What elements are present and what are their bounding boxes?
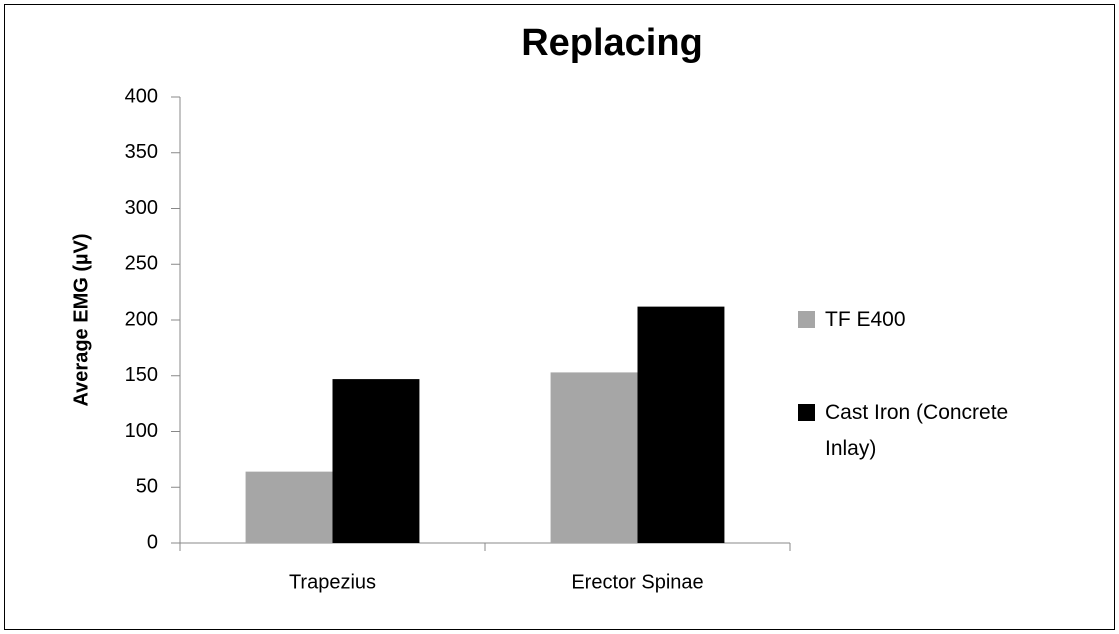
- bar: [245, 471, 333, 543]
- frame: [4, 4, 1115, 630]
- x-tick-label: Erector Spinae: [571, 571, 703, 593]
- legend-item: TF E400: [798, 302, 1025, 338]
- bar: [332, 379, 420, 543]
- y-tick-label: 0: [147, 531, 158, 553]
- legend-swatch: [798, 404, 815, 421]
- y-tick-label: 100: [125, 420, 158, 442]
- y-tick-label: 200: [125, 308, 158, 330]
- y-axis-label: Average EMG (µV): [70, 233, 92, 406]
- x-tick-label: Trapezius: [289, 571, 376, 593]
- y-tick-label: 50: [136, 476, 158, 498]
- y-tick-label: 150: [125, 364, 158, 386]
- legend-swatch: [798, 311, 815, 328]
- y-tick-label: 350: [125, 141, 158, 163]
- legend-label: TF E400: [825, 308, 906, 331]
- y-tick-label: 400: [125, 85, 158, 107]
- y-tick-label: 250: [125, 253, 158, 275]
- y-tick-label: 300: [125, 197, 158, 219]
- bar: [550, 372, 638, 543]
- bar: [637, 306, 725, 543]
- chart-title: Replacing: [521, 22, 703, 64]
- legend-label: Cast Iron (Concrete Inlay): [825, 401, 1009, 460]
- legend-item: Cast Iron (Concrete Inlay): [798, 395, 1025, 467]
